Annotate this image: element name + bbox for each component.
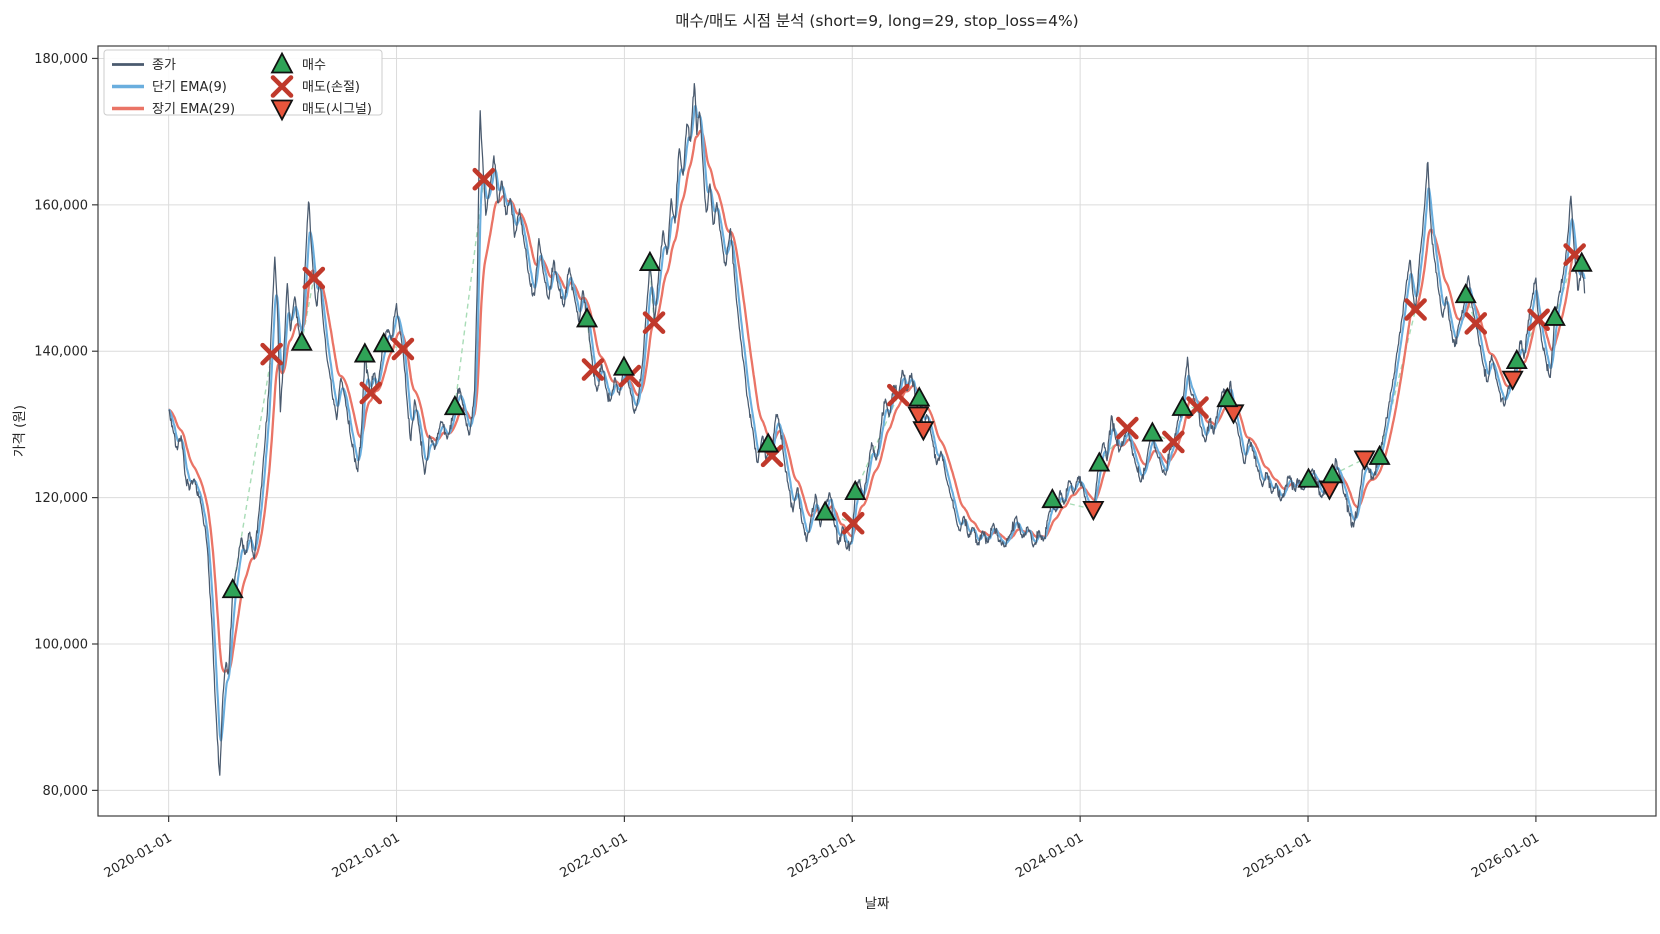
buy-marker — [757, 432, 780, 453]
sell-stop-marker — [302, 266, 326, 290]
buy-marker — [1454, 283, 1477, 304]
x-tick-label: 2024-01-01 — [1013, 830, 1086, 881]
buy-marker — [443, 394, 466, 416]
grid-lines — [98, 46, 1656, 816]
legend-buy-icon — [270, 51, 294, 74]
close-line — [168, 82, 1586, 776]
legend-label: 장기 EMA(29) — [152, 102, 235, 117]
legend-label: 매수 — [302, 58, 326, 73]
buy-marker — [844, 479, 867, 501]
buy-marker — [1505, 348, 1528, 370]
legend-label: 매도(손절) — [302, 80, 360, 95]
buy-marker — [221, 577, 244, 599]
buy-marker — [290, 330, 313, 351]
y-tick-label: 140,000 — [34, 345, 88, 360]
x-axis-label: 날짜 — [865, 896, 890, 912]
plot-border — [97, 45, 1657, 817]
legend-sellsignal-icon — [270, 99, 294, 122]
signal-markers — [221, 167, 1593, 599]
legend-sellstop-icon — [270, 75, 294, 98]
sell-stop-marker — [581, 358, 605, 381]
sell-stop-marker — [841, 511, 865, 535]
buy-marker — [1216, 386, 1239, 408]
buy-marker — [1088, 451, 1111, 472]
sell-signal-marker — [1353, 450, 1376, 471]
ema29-line — [168, 129, 1586, 673]
buy-marker — [814, 500, 837, 521]
buy-marker — [1321, 463, 1344, 484]
line-series — [168, 82, 1586, 776]
sell-signal-marker — [1501, 370, 1524, 391]
x-tick-label: 2022-01-01 — [557, 830, 630, 881]
buy-marker — [612, 355, 635, 376]
sell-stop-marker — [642, 311, 666, 334]
legend-label: 종가 — [152, 58, 176, 73]
buy-marker — [1570, 251, 1593, 272]
x-tick-label: 2025-01-01 — [1241, 830, 1314, 881]
buy-marker — [638, 250, 661, 271]
buy-marker — [372, 332, 395, 353]
sell-signal-marker — [1318, 480, 1341, 501]
y-tick-label: 80,000 — [43, 784, 89, 799]
sell-stop-marker — [391, 337, 415, 361]
trade-connector-lines — [231, 179, 1576, 590]
sell-stop-marker — [887, 383, 910, 407]
sell-stop-marker — [1116, 416, 1139, 440]
legend-label: 단기 EMA(9) — [152, 80, 227, 95]
sell-stop-marker — [618, 364, 642, 388]
trade-line — [1378, 309, 1417, 457]
ema9-line — [168, 104, 1586, 742]
x-tick-label: 2021-01-01 — [330, 830, 403, 881]
legend-label: 매도(시그널) — [302, 102, 372, 117]
x-tick-label: 2023-01-01 — [785, 830, 858, 881]
sell-signal-marker — [912, 421, 935, 442]
y-tick-label: 100,000 — [34, 637, 88, 652]
y-tick-label: 180,000 — [34, 52, 88, 67]
buy-marker — [1171, 395, 1194, 416]
buy-marker — [908, 386, 931, 407]
legend-box — [103, 49, 383, 116]
buy-marker — [353, 342, 376, 363]
sell-stop-marker — [760, 444, 784, 468]
sell-stop-marker — [359, 381, 383, 405]
buy-marker — [1297, 467, 1320, 488]
sell-stop-marker — [1563, 243, 1586, 266]
trade-line — [454, 179, 485, 407]
trade-line — [1332, 458, 1365, 476]
sell-stop-marker — [1527, 308, 1550, 332]
y-tick-label: 120,000 — [34, 491, 88, 506]
x-tick-label: 2026-01-01 — [1469, 830, 1542, 881]
buy-marker — [576, 307, 599, 328]
sell-signal-marker — [907, 406, 930, 427]
sell-stop-marker — [1464, 312, 1488, 335]
sell-signal-marker — [1082, 501, 1105, 522]
buy-marker — [1141, 421, 1164, 442]
sell-stop-marker — [260, 342, 283, 366]
chart-title: 매수/매도 시점 분석 (short=9, long=29, stop_loss… — [675, 12, 1078, 31]
y-tick-label: 160,000 — [34, 198, 88, 213]
sell-stop-marker — [472, 167, 496, 191]
buy-marker — [1368, 444, 1391, 465]
sell-stop-marker — [1162, 430, 1185, 454]
y-axis-label: 가격 (원) — [12, 405, 28, 457]
x-tick-label: 2020-01-01 — [102, 830, 175, 881]
buy-marker — [1041, 487, 1064, 509]
buy-marker — [1543, 305, 1566, 326]
sell-stop-marker — [1404, 298, 1427, 321]
trade-line — [301, 277, 315, 343]
trade-line — [1052, 499, 1094, 510]
